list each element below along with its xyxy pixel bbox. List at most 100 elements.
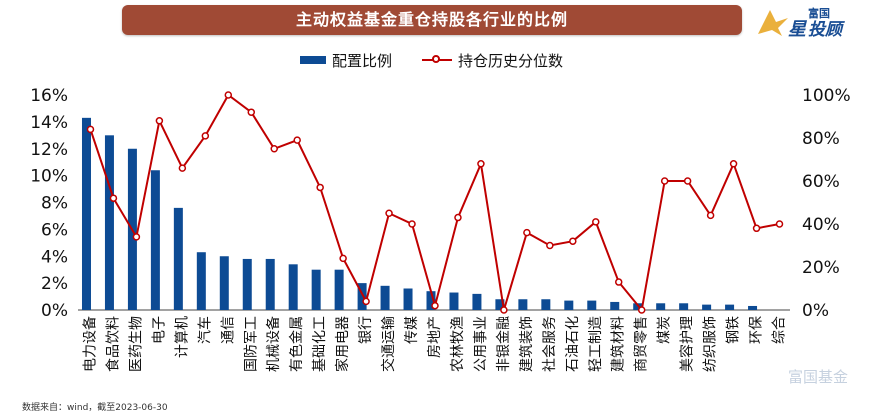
y-left-tick-label: 10% [30,167,68,187]
bar [495,299,505,310]
bar [357,283,367,310]
legend-bar-swatch [300,56,326,64]
x-tick-label: 商贸零售 [634,316,650,372]
x-tick-label: 石油石化 [565,316,581,372]
y-right-tick-label: 100% [802,86,851,106]
line-point [660,177,669,185]
line-point [637,306,646,314]
x-tick-label: 有色金属 [288,316,305,372]
y-left-tick-label: 14% [30,113,68,133]
line-point [477,160,485,168]
x-tick-label: 农林牧渔 [450,316,466,372]
brand-logo-graphic: 富国 星 投顾 [758,6,845,40]
x-tick-label: 钢铁 [726,316,742,344]
x-tick-label: 轻工制造 [588,316,604,372]
legend-line-label: 持仓历史分位数 [458,52,564,70]
x-tick-label: 纺织服饰 [703,316,719,372]
y-left-tick-label: 4% [41,247,68,267]
bar [472,293,482,310]
x-tick-label: 食品饮料 [104,316,121,372]
line-point [178,164,187,172]
bar [104,135,114,310]
y-left-tick-label: 16% [30,86,68,106]
bar [564,300,574,310]
line-point [500,306,508,314]
line-point [431,301,439,310]
y-right-tick-label: 0% [802,301,829,321]
title-bar: 主动权益基金重仓持股各行业的比例 [122,5,742,35]
x-tick-label: 家用电器 [334,316,351,372]
y-right-tick-label: 20% [802,258,840,278]
x-tick-label: 公用事业 [473,316,489,372]
line-point [86,125,95,134]
x-tick-label: 基础化工 [311,316,328,372]
bar [610,301,620,310]
line-point [546,241,554,250]
y-left-tick-label: 8% [41,194,68,214]
legend: 配置比例 持仓历史分位数 [0,50,878,72]
y-right-tick-label: 80% [802,129,840,149]
x-tick-label: 汽车 [196,316,213,344]
bar [449,292,459,310]
bar [288,264,298,310]
line-point [523,228,531,237]
chart-title: 主动权益基金重仓持股各行业的比例 [295,10,568,29]
line-point [109,194,118,202]
y-right-tick-label: 40% [802,215,840,235]
x-tick-label: 国防军工 [243,316,259,372]
x-tick-label: 传媒 [404,316,420,344]
line-point [201,132,210,140]
x-tick-label: 环保 [749,316,765,344]
line-point [224,91,233,99]
bar [196,252,206,310]
line-point [706,211,715,220]
line-point [339,254,347,263]
x-tick-label: 通信 [220,316,236,344]
bar [334,269,344,310]
x-tick-label: 银行 [358,316,374,344]
x-tick-label: 计算机 [174,316,190,358]
y-left-tick-label: 12% [30,140,68,160]
x-tick-label: 建筑装饰 [519,316,535,372]
line-point [592,218,600,226]
x-tick-label: 建筑材料 [611,316,627,372]
x-tick-label: 电子 [151,316,167,344]
bar [518,299,528,310]
logo-line1: 富国 [808,6,830,20]
bar [725,304,735,310]
x-tick-label: 电力设备 [81,316,98,372]
bar [150,170,160,310]
bar [656,303,666,310]
watermark-text: 富国基金 [788,368,848,386]
bar [748,305,758,310]
bar [265,258,275,310]
bar [242,258,252,310]
line-point [775,220,784,228]
line-point [408,220,416,228]
x-tick-label: 综合 [772,316,788,344]
line-point [293,136,301,144]
line-point [752,224,761,233]
bar [587,300,597,310]
x-tick-label: 煤炭 [657,316,673,344]
line-point [132,233,141,241]
line-point [155,117,164,125]
brand-logo: 富国 星 投顾 [748,4,868,40]
source-note: 数据来自：wind，截至2023-06-30 [22,403,168,413]
line-point [316,183,324,192]
line-point [362,297,370,306]
bar [311,269,321,310]
line-point [247,108,256,116]
logo-line2a: 星 [788,19,808,38]
x-tick-label: 非银金融 [496,316,512,372]
legend-line-marker [432,55,440,63]
bar [541,299,551,310]
bar [403,288,413,310]
star-icon [758,10,788,36]
y-right-tick-label: 60% [802,172,840,192]
line-point [385,209,393,217]
logo-line2b: 投顾 [808,20,845,38]
bar [219,256,229,310]
x-tick-label: 美容护理 [679,316,696,372]
line-point [729,160,738,168]
